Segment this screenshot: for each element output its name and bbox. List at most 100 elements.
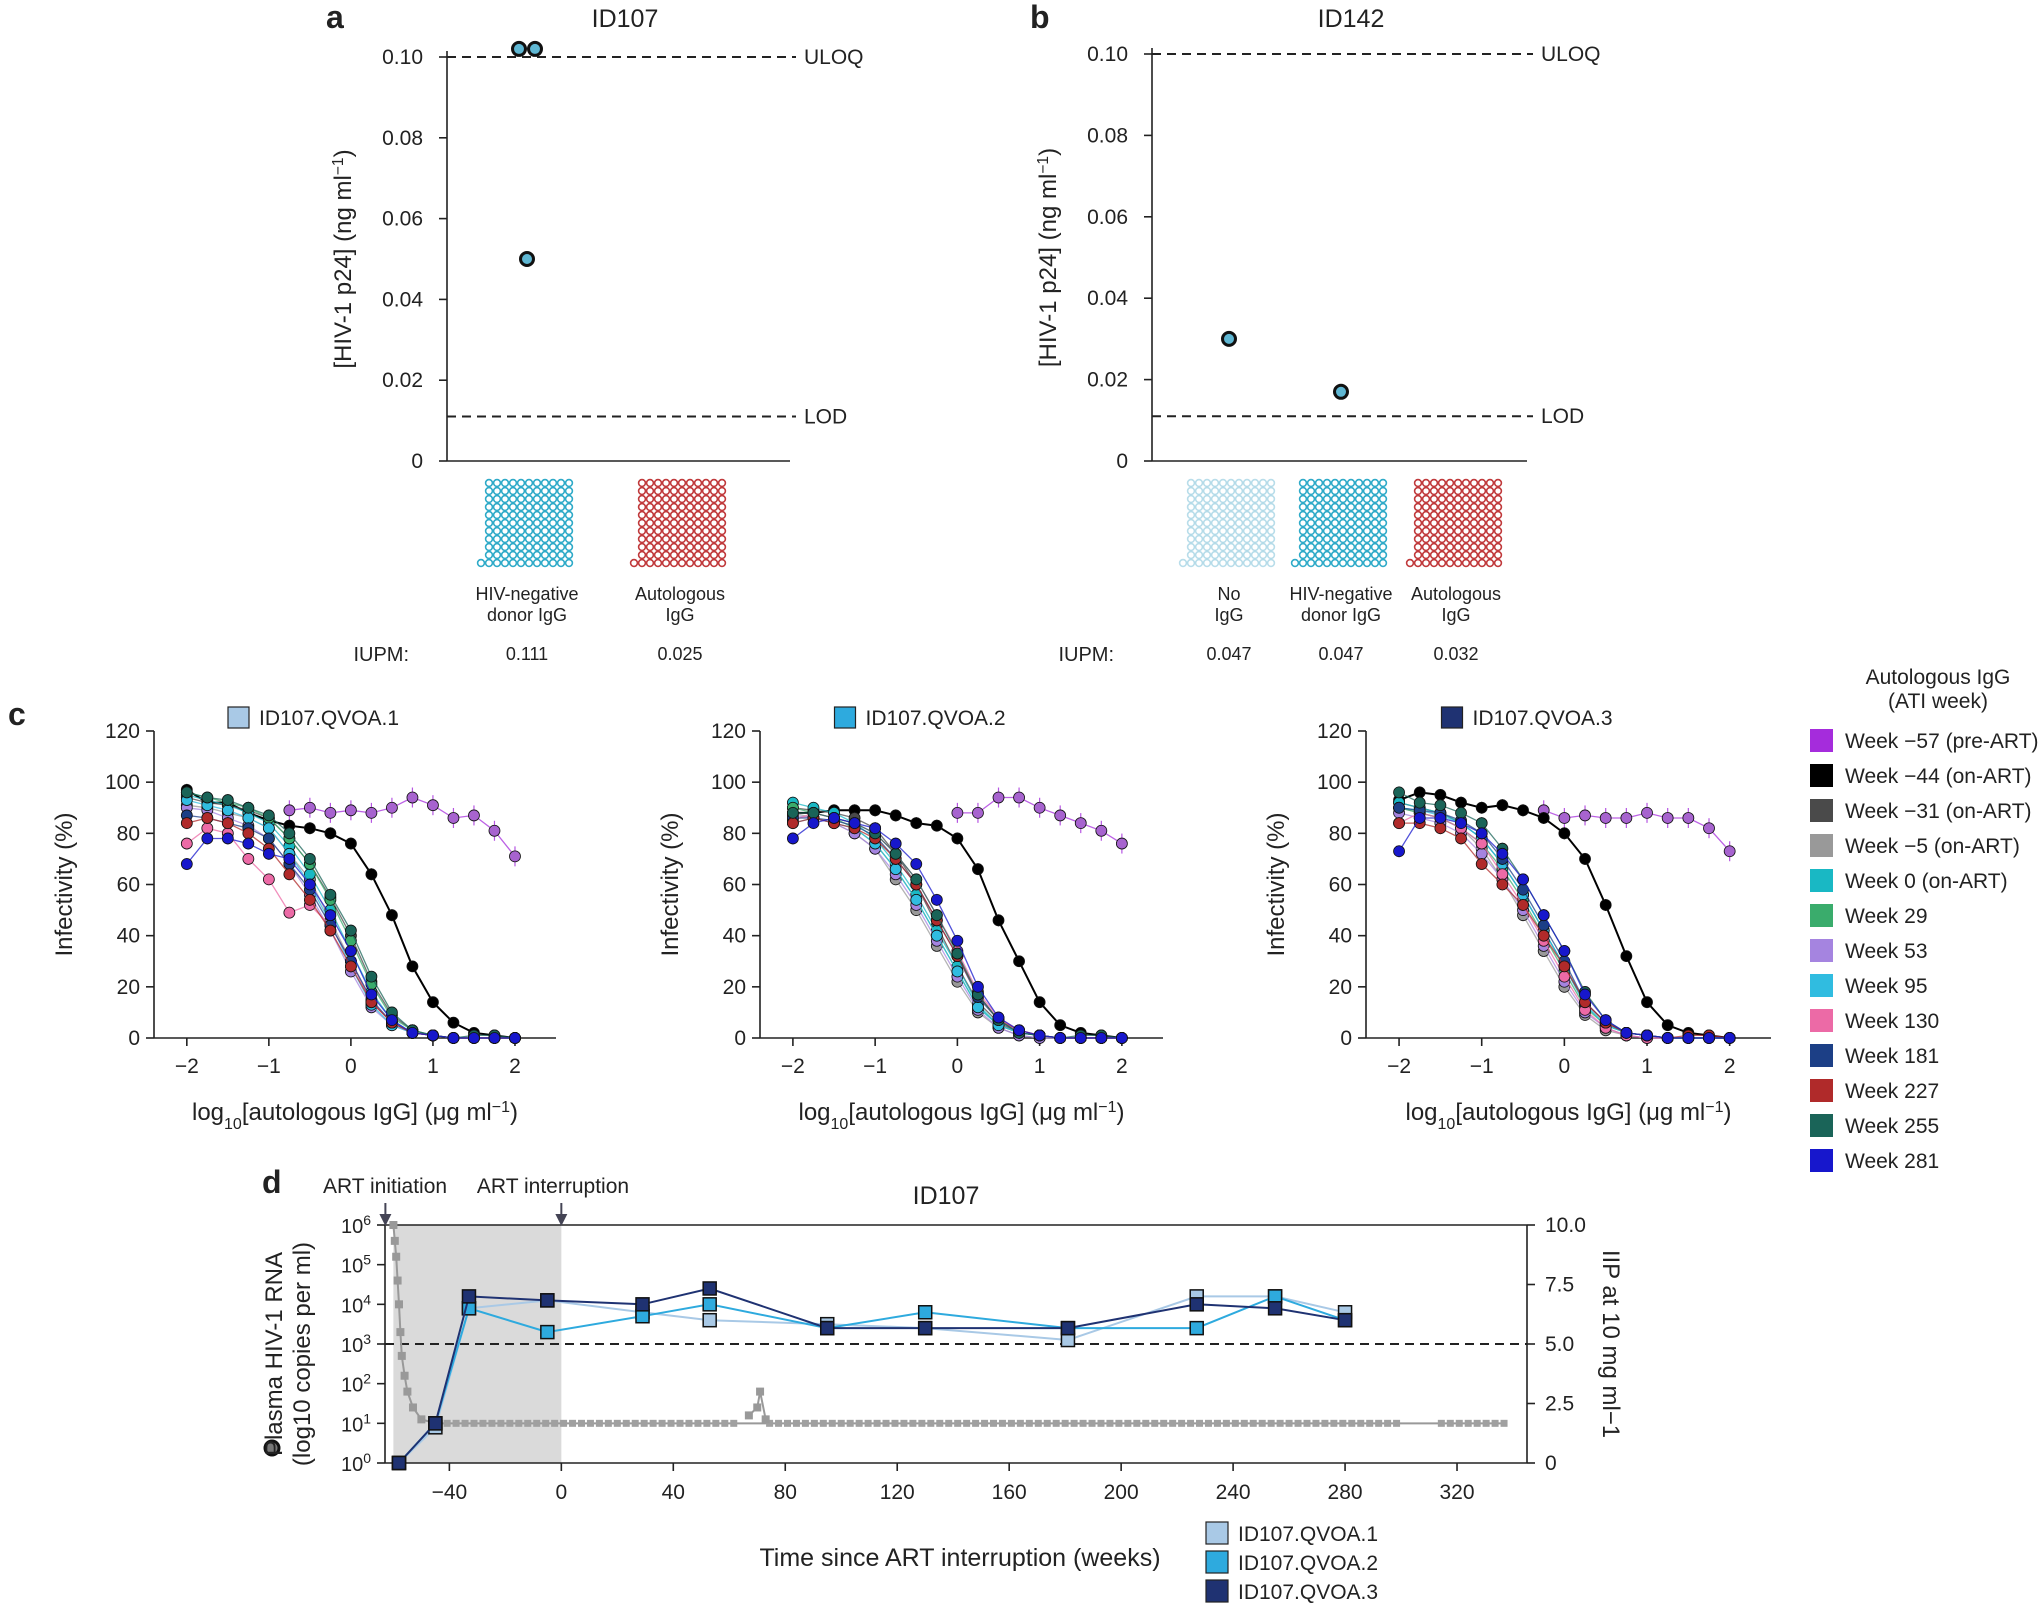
well-circle: [709, 550, 719, 560]
well-circle: [1477, 510, 1487, 520]
group-label: Autologous: [635, 584, 725, 604]
legend-label: Week −44 (on-ART): [1845, 765, 2032, 788]
well-circle: [1370, 510, 1380, 520]
well-circle: [484, 502, 494, 512]
well-plate-glyph: [1405, 478, 1503, 568]
fit-curve: [792, 812, 1122, 1039]
well-circle: [1477, 550, 1487, 560]
well-circle: [1202, 558, 1212, 568]
well-circle: [685, 494, 695, 504]
well-circle: [1202, 534, 1212, 544]
well-circle: [1378, 518, 1388, 528]
well-circle: [661, 494, 671, 504]
viral-load-marker: [604, 1419, 612, 1427]
well-circle: [701, 510, 711, 520]
x-tick-label: 0: [952, 1055, 964, 1078]
subplot-title: ID107.QVOA.3: [1473, 707, 1613, 730]
well-circle: [1378, 542, 1388, 552]
well-circle: [661, 518, 671, 528]
well-circle: [637, 542, 647, 552]
legend-swatch: [1205, 1579, 1229, 1603]
well-circle: [1477, 486, 1487, 496]
well-circle: [701, 494, 711, 504]
well-circle: [685, 510, 695, 520]
data-point: [930, 909, 943, 922]
data-point: [1517, 804, 1529, 817]
y-tick-label: 0.08: [382, 127, 423, 150]
well-circle: [1266, 526, 1276, 536]
reference-line-label: LOD: [1541, 405, 1584, 428]
data-point: [951, 934, 964, 947]
well-circle: [1218, 518, 1228, 528]
well-circle: [677, 550, 687, 560]
well-circle: [1314, 510, 1324, 520]
well-circle: [709, 534, 719, 544]
data-point: [303, 822, 316, 835]
well-circle: [1485, 502, 1495, 512]
data-point: [488, 1032, 501, 1044]
well-circle: [1210, 558, 1220, 568]
viral-load-marker: [1142, 1419, 1150, 1427]
well-circle: [532, 550, 542, 560]
well-circle: [564, 478, 574, 488]
well-circle: [1194, 494, 1204, 504]
data-point: [427, 799, 439, 812]
data-point: [1723, 845, 1736, 858]
well-circle: [1338, 478, 1348, 488]
well-circle: [1461, 558, 1471, 568]
data-point: [303, 878, 316, 891]
well-circle: [540, 502, 550, 512]
well-circle: [524, 478, 534, 488]
well-circle: [1445, 526, 1455, 536]
well-circle: [1338, 486, 1348, 496]
y-tick-label: 0.10: [1087, 43, 1128, 66]
data-point: [386, 909, 398, 922]
well-circle: [556, 558, 566, 568]
fit-curve: [1399, 807, 1730, 1039]
viral-load-marker: [1249, 1419, 1257, 1427]
well-circle: [492, 478, 502, 488]
y-axis-label: [HIV-1 p24] (ng ml−1): [1035, 148, 1063, 367]
well-circle: [661, 502, 671, 512]
well-circle: [1210, 502, 1220, 512]
well-circle: [548, 510, 558, 520]
well-circle: [653, 558, 663, 568]
well-circle: [1218, 494, 1228, 504]
x-tick-label: 2: [509, 1055, 521, 1078]
viral-load-marker: [533, 1419, 541, 1427]
panel-c-subplot-2: 0 20 40 60 80 100 120 −2 −1 0 1 2 Infectivity (%) log…: [657, 706, 1163, 1133]
well-circle: [1298, 518, 1308, 528]
well-circle: [540, 542, 550, 552]
well-circle: [1469, 542, 1479, 552]
viral-load-marker: [1070, 1419, 1078, 1427]
viral-load-marker: [900, 1419, 908, 1427]
legend-swatch: [1205, 1550, 1229, 1574]
well-circle: [1306, 478, 1316, 488]
legend-title: (ATI week): [1888, 690, 1988, 713]
well-circle: [1338, 550, 1348, 560]
well-circle: [532, 542, 542, 552]
viral-load-marker: [452, 1419, 460, 1427]
data-point: [1115, 837, 1128, 850]
well-circle: [1362, 486, 1372, 496]
well-circle: [693, 558, 703, 568]
data-point: [1033, 1029, 1046, 1042]
viral-load-marker: [461, 1419, 469, 1427]
well-circle: [1429, 510, 1439, 520]
well-circle: [1234, 518, 1244, 528]
well-circle: [1461, 550, 1471, 560]
well-circle: [709, 558, 719, 568]
well-circle: [548, 518, 558, 528]
well-circle: [1250, 502, 1260, 512]
viral-load-marker: [1348, 1419, 1356, 1427]
well-circle: [1202, 502, 1212, 512]
viral-load-marker: [394, 1300, 403, 1309]
well-circle: [1445, 486, 1455, 496]
well-circle: [677, 542, 687, 552]
well-circle: [1461, 510, 1471, 520]
data-point: [1599, 899, 1612, 911]
well-circle: [1306, 502, 1316, 512]
iupm-value: 0.025: [657, 644, 702, 664]
well-circle: [637, 558, 647, 568]
well-circle: [1186, 502, 1196, 512]
